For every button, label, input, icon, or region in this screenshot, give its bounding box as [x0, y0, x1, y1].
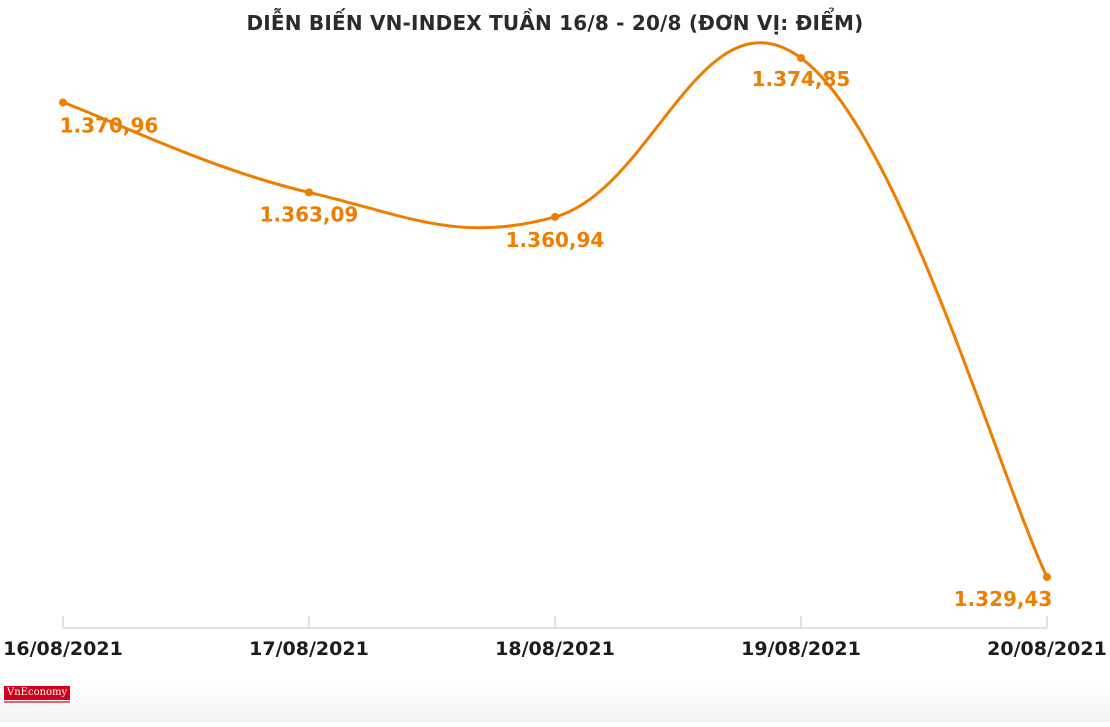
x-tick-label: 17/08/2021: [249, 638, 369, 660]
data-label: 1.329,43: [954, 587, 1053, 611]
x-tick-label: 18/08/2021: [495, 638, 615, 660]
chart-title: DIỄN BIẾN VN-INDEX TUẦN 16/8 - 20/8 (ĐƠN…: [246, 8, 863, 35]
footer-band: [0, 680, 1110, 722]
x-axis-ticks: 16/08/2021 17/08/2021 18/08/2021 19/08/2021…: [3, 616, 1107, 660]
vneconomy-logo: VnEconomy: [4, 686, 71, 703]
data-point: [797, 54, 805, 62]
data-points: [59, 54, 1051, 581]
series-line: [62, 41, 1049, 578]
data-label: 1.370,96: [60, 113, 159, 137]
data-point: [1043, 573, 1051, 581]
data-labels: 1.370,96 1.363,09 1.360,94 1.374,85 1.329,43: [60, 67, 1053, 611]
x-tick-label: 19/08/2021: [741, 638, 861, 660]
data-point: [551, 212, 559, 221]
data-label: 1.374,85: [752, 67, 851, 91]
x-tick-label: 16/08/2021: [3, 638, 123, 660]
data-label: 1.360,94: [506, 228, 605, 252]
data-point: [59, 98, 67, 107]
data-point: [305, 188, 313, 197]
data-label: 1.363,09: [260, 202, 359, 226]
x-tick-label: 20/08/2021: [987, 638, 1107, 660]
series-line-layer: [62, 41, 1049, 578]
